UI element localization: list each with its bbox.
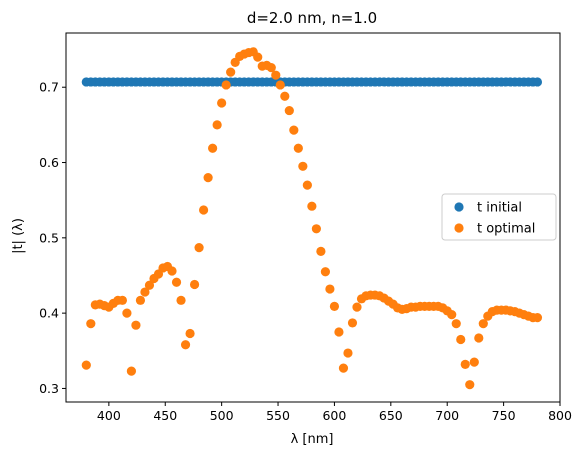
- data-point-t-optimal: [469, 357, 479, 367]
- legend-label: t optimal: [477, 222, 535, 237]
- data-point-t-optimal: [298, 161, 308, 171]
- data-point-t-optimal: [347, 318, 358, 328]
- data-point-t-optimal: [221, 80, 231, 90]
- chart-title: d=2.0 nm, n=1.0: [247, 9, 377, 27]
- data-point-t-optimal: [86, 319, 96, 329]
- data-point-t-optimal: [185, 328, 195, 339]
- data-point-t-optimal: [320, 267, 331, 277]
- x-tick-label: 500: [210, 408, 234, 423]
- data-point-t-optimal: [253, 52, 263, 62]
- data-point-t-optimal: [131, 320, 141, 330]
- data-point-t-optimal: [302, 180, 312, 190]
- data-point-t-optimal: [460, 359, 470, 369]
- y-axis-label: |t| (λ): [11, 218, 26, 254]
- data-point-t-optimal: [311, 224, 321, 234]
- x-tick-label: 550: [266, 408, 290, 423]
- legend-marker: [454, 202, 464, 212]
- data-point-t-optimal: [289, 125, 299, 135]
- data-point-t-optimal: [474, 333, 484, 343]
- data-point-t-optimal: [117, 295, 127, 305]
- data-point-t-optimal: [189, 279, 200, 290]
- legend-marker: [454, 223, 464, 233]
- x-tick-label: 750: [492, 408, 516, 423]
- data-point-t-optimal: [325, 284, 335, 294]
- x-tick-label: 400: [97, 408, 121, 423]
- data-point-t-optimal: [176, 295, 186, 305]
- data-point-t-optimal: [334, 327, 344, 337]
- data-point-t-optimal: [217, 98, 227, 108]
- data-point-t-optimal: [280, 91, 290, 101]
- plot-area-frame: [65, 32, 561, 403]
- legend-box: [441, 193, 557, 241]
- data-point-t-optimal: [316, 246, 326, 256]
- data-point-t-optimal: [212, 120, 222, 130]
- x-tick-label: 450: [153, 408, 177, 423]
- data-point-t-optimal: [465, 380, 475, 390]
- data-point-t-optimal: [271, 70, 281, 80]
- data-point-t-optimal: [307, 201, 317, 211]
- data-point-t-initial: [532, 77, 543, 87]
- y-tick-label: 0.6: [39, 155, 59, 170]
- data-point-t-optimal: [171, 277, 182, 287]
- legend-label: t initial: [477, 201, 522, 216]
- data-point-t-optimal: [338, 363, 349, 373]
- data-point-t-optimal: [352, 302, 362, 312]
- x-tick-label: 800: [548, 408, 572, 423]
- data-point-t-optimal: [451, 319, 461, 329]
- data-point-t-optimal: [208, 143, 218, 153]
- data-point-t-optimal: [447, 310, 457, 320]
- data-point-t-optimal: [140, 287, 150, 297]
- data-point-t-optimal: [532, 313, 543, 323]
- data-point-t-optimal: [226, 67, 236, 77]
- data-point-t-optimal: [203, 172, 213, 183]
- data-point-t-optimal: [478, 319, 488, 329]
- y-tick-label: 0.4: [39, 306, 59, 321]
- data-point-t-optimal: [194, 243, 204, 253]
- data-point-t-optimal: [167, 266, 177, 276]
- x-tick-label: 700: [435, 408, 459, 423]
- data-point-t-optimal: [81, 360, 91, 370]
- y-tick-label: 0.5: [39, 230, 59, 245]
- y-tick-label: 0.3: [39, 381, 59, 396]
- x-axis-label: λ [nm]: [291, 432, 334, 447]
- data-point-t-optimal: [122, 308, 132, 318]
- data-point-t-optimal: [293, 143, 303, 153]
- data-point-t-optimal: [456, 334, 466, 345]
- data-point-t-optimal: [126, 366, 137, 376]
- x-tick-label: 600: [322, 408, 346, 423]
- x-tick-label: 650: [379, 408, 403, 423]
- data-point-t-optimal: [180, 340, 191, 350]
- data-point-t-optimal: [275, 80, 285, 90]
- data-point-t-optimal: [284, 105, 294, 116]
- data-point-t-optimal: [144, 280, 155, 290]
- y-tick-label: 0.7: [39, 80, 59, 95]
- data-point-t-optimal: [329, 301, 340, 311]
- data-point-t-optimal: [266, 63, 276, 73]
- data-point-t-optimal: [343, 348, 353, 358]
- data-point-t-optimal: [198, 205, 209, 215]
- data-point-t-optimal: [135, 295, 146, 305]
